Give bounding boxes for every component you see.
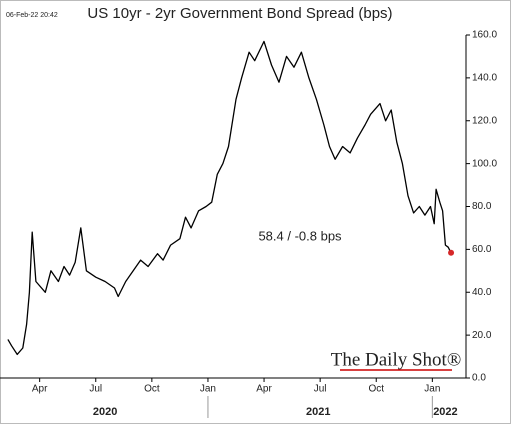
x-tick-label: Jul — [89, 384, 102, 395]
x-tick-label: Apr — [32, 384, 48, 395]
x-tick-label: Jan — [424, 384, 440, 395]
x-tick-label: Oct — [144, 384, 160, 395]
source-logo: The Daily Shot® — [331, 349, 462, 370]
annotation: 58.4 / -0.8 bps — [258, 228, 342, 243]
year-label: 2020 — [93, 406, 117, 418]
line — [7, 40, 452, 356]
y-tick-label: 160.0 — [472, 30, 497, 41]
year-label: 2022 — [433, 406, 457, 418]
x-tick-label: Jul — [314, 384, 327, 395]
y-tick-label: 60.0 — [472, 244, 492, 255]
y-tick-label: 120.0 — [472, 115, 497, 126]
timestamp: 06-Feb-22 20:42 — [6, 12, 58, 19]
x-tick-label: Apr — [256, 384, 272, 395]
y-tick-label: 100.0 — [472, 158, 497, 169]
y-tick-label: 20.0 — [472, 330, 492, 341]
y-tick-label: 0.0 — [472, 373, 486, 384]
y-tick-label: 80.0 — [472, 201, 492, 212]
y-tick-label: 40.0 — [472, 287, 492, 298]
year-label: 2021 — [306, 406, 330, 418]
x-tick-label: Oct — [368, 384, 384, 395]
last-point — [448, 249, 455, 256]
x-tick-label: Jan — [200, 384, 216, 395]
chart-title: US 10yr - 2yr Government Bond Spread (bp… — [87, 5, 392, 22]
y-tick-label: 140.0 — [472, 73, 497, 84]
